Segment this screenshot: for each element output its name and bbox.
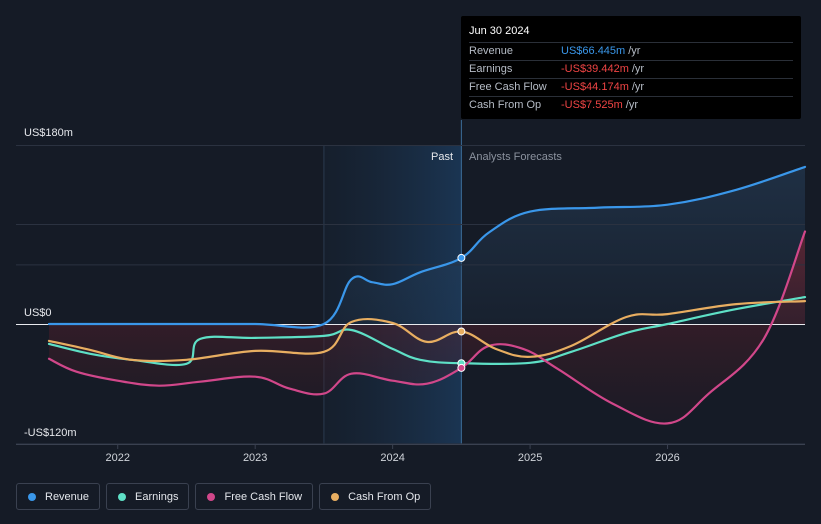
tooltip-unit: /yr bbox=[631, 63, 645, 75]
tooltip-row-earnings: Earnings -US$39.442m /yr bbox=[469, 60, 793, 78]
y-axis-bottom-label: -US$120m bbox=[24, 427, 77, 439]
legend-label: Cash From Op bbox=[348, 490, 421, 503]
tooltip-date: Jun 30 2024 bbox=[469, 25, 530, 37]
legend-item-earnings[interactable]: Earnings bbox=[106, 483, 190, 510]
tooltip-value: -US$7.525m bbox=[561, 99, 623, 111]
legend-dot-icon bbox=[207, 492, 216, 501]
revenue-area bbox=[49, 166, 805, 328]
x-tick-label: 2024 bbox=[380, 452, 404, 464]
legend-label: Free Cash Flow bbox=[224, 490, 303, 503]
tooltip-panel: Jun 30 2024 Revenue US$66.445m /yr Earni… bbox=[461, 16, 801, 119]
free-cash-flow-line bbox=[47, 230, 807, 425]
tooltip-label: Revenue bbox=[469, 45, 514, 57]
tooltip-label: Cash From Op bbox=[469, 99, 542, 111]
tooltip-value: -US$39.442m bbox=[561, 63, 629, 75]
chart-area: US$180m US$0 -US$120m Past Analysts Fore… bbox=[16, 120, 807, 464]
earnings-line bbox=[47, 296, 807, 367]
legend-dot-icon bbox=[28, 492, 36, 501]
cash-from-op-line bbox=[47, 300, 807, 363]
y-axis-zero-label: US$0 bbox=[24, 307, 52, 319]
tooltip-unit: /yr bbox=[628, 45, 641, 57]
tooltip-unit: /yr bbox=[625, 99, 638, 111]
tooltip-row-cash-from-op: Cash From Op -US$7.525m /yr bbox=[469, 96, 793, 114]
legend: Revenue Earnings Free Cash Flow Cash Fro… bbox=[16, 483, 432, 510]
tooltip-row-revenue: Revenue US$66.445m /yr bbox=[469, 42, 793, 60]
tooltip-label: Free Cash Flow bbox=[469, 81, 547, 93]
legend-label: Earnings bbox=[135, 490, 179, 503]
forecast-label: Analysts Forecasts bbox=[469, 151, 562, 163]
tooltip-unit: /yr bbox=[631, 81, 645, 93]
tooltip-label: Earnings bbox=[469, 63, 513, 75]
legend-item-revenue[interactable]: Revenue bbox=[16, 483, 101, 510]
legend-item-free-cash-flow[interactable]: Free Cash Flow bbox=[195, 483, 314, 510]
legend-dot-icon bbox=[331, 492, 340, 501]
revenue-line bbox=[47, 165, 807, 329]
legend-item-cash-from-op[interactable]: Cash From Op bbox=[319, 483, 432, 510]
legend-label: Revenue bbox=[45, 490, 90, 503]
free-cash-flow-area bbox=[49, 231, 805, 424]
tooltip-row-free-cash-flow: Free Cash Flow -US$44.174m /yr bbox=[469, 78, 793, 96]
x-tick-label: 2026 bbox=[655, 452, 679, 464]
past-label: Past bbox=[431, 151, 453, 163]
x-tick-label: 2025 bbox=[518, 452, 542, 464]
free-cash-flow-marker bbox=[457, 363, 466, 372]
legend-dot-icon bbox=[118, 492, 127, 501]
cash-from-op-marker bbox=[457, 327, 466, 336]
x-tick-label: 2023 bbox=[243, 452, 267, 464]
tooltip-value: US$66.445m bbox=[561, 45, 626, 57]
x-tick-label: 2022 bbox=[105, 452, 129, 464]
y-axis-top-label: US$180m bbox=[24, 127, 73, 139]
revenue-marker bbox=[457, 253, 466, 262]
tooltip-value: -US$44.174m bbox=[561, 81, 629, 93]
